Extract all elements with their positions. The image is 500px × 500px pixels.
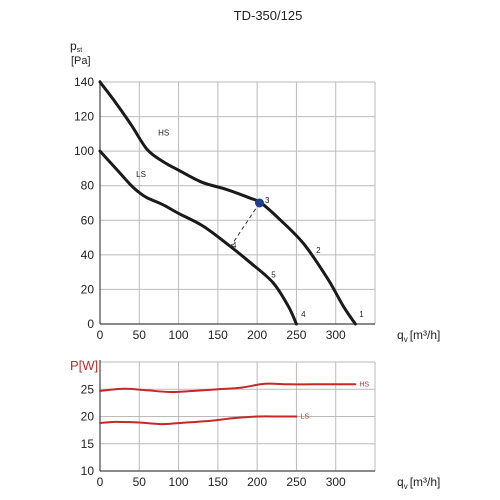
y-tick-label: 80 [81, 179, 95, 193]
y-tick-label: 25 [81, 382, 95, 396]
series-line-ls [98, 149, 298, 326]
y-tick-label: 140 [74, 75, 94, 89]
series-label-hs: HS [359, 381, 369, 388]
point-label: 3 [265, 196, 270, 205]
y-axis-unit: [Pa] [71, 55, 91, 67]
series-line-hs [99, 382, 357, 394]
y-axis-label: P[W] [70, 358, 98, 373]
x-tick-label: 0 [97, 475, 104, 489]
chart-title: TD-350/125 [234, 8, 303, 23]
x-tick-label: 0 [97, 328, 104, 342]
x-tick-label: 50 [133, 328, 147, 342]
y-tick-label: 15 [81, 437, 95, 451]
y-tick-label: 100 [74, 144, 94, 158]
x-tick-label: 100 [169, 328, 189, 342]
x-tick-label: 150 [208, 328, 228, 342]
y-tick-label: 10 [81, 464, 95, 478]
operating-point [255, 198, 264, 208]
y-axis-label: pst [70, 39, 82, 54]
power-chart: 0 50 100 150 200 250 300 10 15 20 25 qv [m³/h] P[W] HS… [70, 358, 440, 491]
x-tick-label: 300 [326, 475, 346, 489]
series-line-ls [99, 415, 298, 426]
y-tick-label: 120 [74, 110, 94, 124]
point-label: 5 [271, 270, 276, 279]
point-label: HS [158, 129, 169, 138]
x-tick-label: 250 [286, 475, 306, 489]
y-tick-label: 20 [81, 282, 95, 296]
point-label: 2 [316, 246, 321, 255]
point-label: 4 [232, 241, 237, 250]
point-label: 4 [301, 310, 306, 319]
x-axis-label: qv [m³/h] [397, 328, 440, 344]
x-tick-label: 100 [169, 475, 189, 489]
point-label: 1 [359, 310, 364, 319]
y-tick-label: 60 [81, 213, 95, 227]
y-tick-label: 0 [87, 317, 94, 331]
pressure-chart: 0 50 100 150 200 250 300 0 20 40 60 80 100 120 140 qv [m… [70, 39, 440, 344]
series-line-hs [98, 80, 357, 326]
x-tick-label: 50 [133, 475, 147, 489]
x-tick-label: 200 [247, 328, 267, 342]
point-label: LS [136, 170, 146, 179]
series-label-ls: LS [300, 414, 309, 421]
x-axis-label: qv [m³/h] [397, 475, 440, 491]
x-tick-label: 200 [247, 475, 267, 489]
y-tick-label: 40 [81, 248, 95, 262]
dashed-line [229, 202, 260, 249]
x-tick-label: 250 [286, 328, 306, 342]
x-tick-label: 300 [326, 328, 346, 342]
y-tick-label: 20 [81, 410, 95, 424]
x-tick-label: 150 [208, 475, 228, 489]
